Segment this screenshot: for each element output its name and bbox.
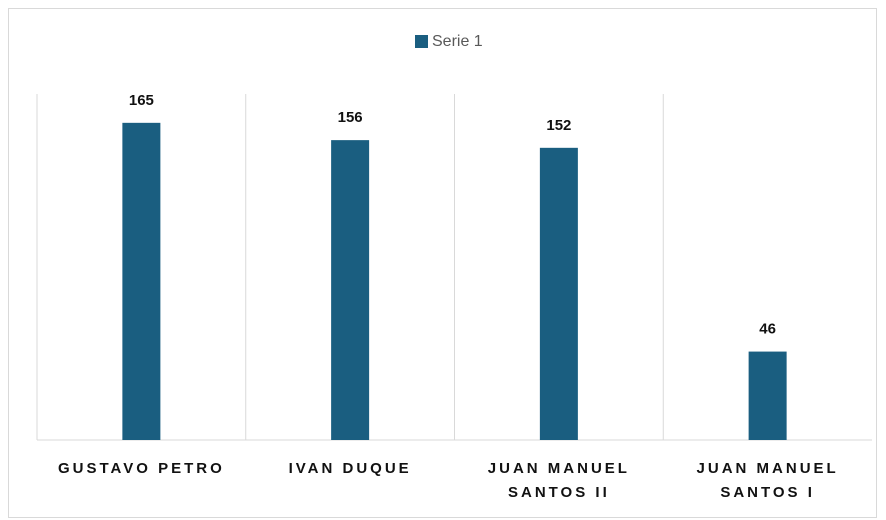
bar [122, 122, 161, 440]
x-tick-label: GUSTAVO PETRO [57, 460, 225, 477]
bar [539, 147, 578, 441]
x-tick-label: JUAN MANUEL SANTOS II [487, 460, 630, 501]
x-tick-label: IVAN DUQUE [288, 460, 412, 477]
data-label: 156 [338, 109, 363, 126]
bar [748, 351, 787, 440]
data-label: 46 [759, 321, 776, 338]
data-label: 165 [129, 92, 154, 109]
bar [331, 140, 370, 440]
data-label: 152 [546, 117, 571, 134]
legend-label: Serie 1 [432, 33, 483, 50]
x-tick-label: JUAN MANUEL SANTOS I [696, 460, 839, 501]
legend-swatch [415, 35, 428, 48]
